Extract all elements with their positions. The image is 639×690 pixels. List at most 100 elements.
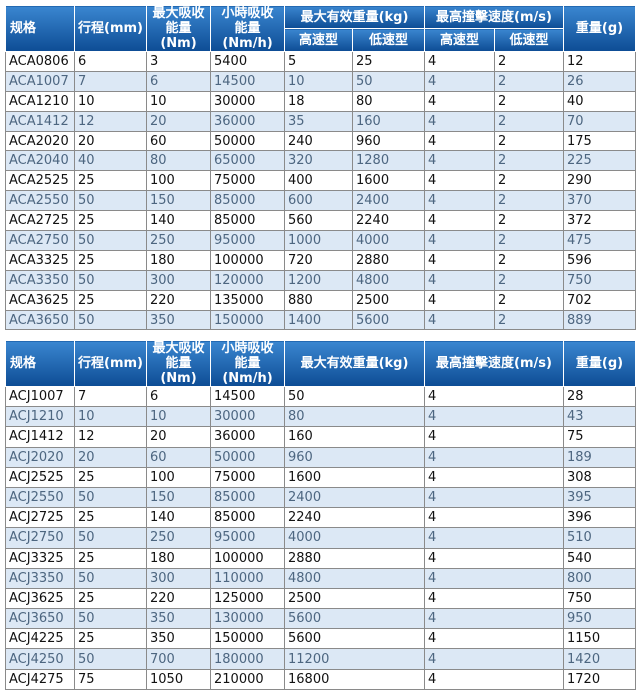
table-cell: 2500 bbox=[352, 289, 425, 311]
table-row: ACA0806 6 3 5400 5 25 4 2 12 bbox=[5, 51, 637, 72]
table: 规格 行程(mm) 最大吸收 能量(Nm) 小時吸收 能量(Nm/h) 最大有效重量(k… bbox=[5, 340, 636, 690]
table-cell: 1720 bbox=[563, 668, 636, 690]
table-cell: 880 bbox=[284, 289, 353, 311]
table-cell: 3 bbox=[146, 51, 211, 72]
table-cell: 50 bbox=[74, 269, 147, 291]
table-cell: 95000 bbox=[210, 230, 285, 251]
table-row: ACA1007 7 6 14500 10 50 4 2 26 bbox=[5, 70, 637, 92]
table-cell: 36000 bbox=[210, 110, 285, 132]
table-cell: 120000 bbox=[210, 269, 285, 291]
table-cell: 308 bbox=[563, 466, 636, 488]
table-cell: 150000 bbox=[210, 309, 285, 331]
table-cell: 4 bbox=[424, 587, 564, 610]
table-cell: 10 bbox=[284, 70, 353, 92]
table-cell: 1400 bbox=[284, 309, 353, 331]
table-cell: 85000 bbox=[210, 486, 285, 509]
table-cell: 560 bbox=[284, 210, 353, 232]
table-cell: 1280 bbox=[352, 150, 425, 172]
table-cell: 130000 bbox=[210, 608, 285, 630]
table-cell: 225 bbox=[563, 150, 637, 172]
table-cell: 5 bbox=[284, 51, 353, 72]
table-cell: ACA3625 bbox=[5, 289, 75, 311]
header-cell: 小時吸收 能量(Nm/h) bbox=[210, 5, 285, 52]
table-cell: 25 bbox=[74, 547, 147, 569]
table-cell: ACJ1210 bbox=[5, 406, 75, 428]
table-cell: 4 bbox=[424, 648, 564, 670]
table-body: ACA0806 6 3 5400 5 25 4 2 12 ACA1007 7 6 14500 10 50 4 2… bbox=[5, 51, 637, 331]
table-cell: 16800 bbox=[284, 668, 425, 690]
table-cell: 4 bbox=[424, 210, 495, 232]
table-cell: 40 bbox=[563, 90, 637, 112]
table-cell: ACA1210 bbox=[5, 90, 75, 112]
table-row: ACA2550 50 150 85000 600 2400 4 2 370 bbox=[5, 190, 637, 212]
table-cell: 4 bbox=[424, 170, 495, 192]
header-cell: 小時吸收 能量(Nm/h) bbox=[210, 340, 285, 387]
header-cell: 重量(g) bbox=[563, 340, 636, 387]
table-row: ACJ1412 12 20 36000 160 4 75 bbox=[5, 426, 636, 448]
table-cell: 4 bbox=[424, 249, 495, 271]
table-cell: ACA2550 bbox=[5, 190, 75, 212]
table-cell: 50000 bbox=[210, 130, 285, 152]
table-cell: ACJ4225 bbox=[5, 628, 75, 650]
table-cell: 4000 bbox=[352, 230, 425, 251]
table-cell: 50 bbox=[74, 608, 147, 630]
table-row: ACA3650 50 350 150000 1400 5600 4 2 889 bbox=[5, 309, 637, 331]
table-cell: 2 bbox=[493, 70, 565, 92]
table-cell: ACA0806 bbox=[5, 51, 75, 72]
table-cell: 4 bbox=[424, 608, 564, 630]
table-cell: 240 bbox=[284, 130, 353, 152]
table-row: ACJ2020 20 60 50000 960 4 189 bbox=[5, 446, 636, 468]
table-cell: 4 bbox=[424, 567, 564, 589]
table-cell: 2 bbox=[493, 269, 565, 291]
table-cell: 4 bbox=[424, 466, 564, 488]
table-cell: 30000 bbox=[210, 406, 285, 428]
table-cell: 4 bbox=[424, 527, 564, 549]
table-cell: 140 bbox=[146, 507, 211, 529]
table-row: ACA2525 25 100 75000 400 1600 4 2 290 bbox=[5, 170, 637, 192]
table-cell: 889 bbox=[563, 309, 637, 331]
table-cell: 2 bbox=[493, 210, 565, 232]
table-cell: 14500 bbox=[210, 385, 285, 408]
table-cell: 25 bbox=[74, 507, 147, 529]
table-row: ACJ1007 7 6 14500 50 4 28 bbox=[5, 385, 636, 408]
table-cell: 4 bbox=[424, 628, 564, 650]
header-cell: 重量(g) bbox=[563, 5, 637, 52]
table-cell: 220 bbox=[146, 289, 211, 311]
table-cell: 7 bbox=[74, 385, 147, 408]
table-cell: 4 bbox=[424, 446, 564, 468]
header-row: 规格 行程(mm) 最大吸收 能量(Nm) 小時吸收 能量(Nm/h) 最大有效重量(k… bbox=[5, 340, 636, 387]
table-cell: 25 bbox=[74, 249, 147, 271]
table-cell: 43 bbox=[563, 406, 636, 428]
table-cell: 4 bbox=[424, 190, 495, 212]
table-cell: 750 bbox=[563, 269, 637, 291]
table-cell: 11200 bbox=[284, 648, 425, 670]
table-cell: 2880 bbox=[284, 547, 425, 569]
header-cell: 规格 bbox=[5, 5, 75, 52]
table-cell: 10 bbox=[74, 90, 147, 112]
table-cell: 18 bbox=[284, 90, 353, 112]
table-cell: 26 bbox=[563, 70, 637, 92]
table-cell: 400 bbox=[284, 170, 353, 192]
table-cell: 4 bbox=[424, 426, 564, 448]
table-cell: 40 bbox=[74, 150, 147, 172]
table-cell: 10 bbox=[74, 406, 147, 428]
table-cell: 95000 bbox=[210, 527, 285, 549]
table-cell: 750 bbox=[563, 587, 636, 610]
table-row: ACA3325 25 180 100000 720 2880 4 2 596 bbox=[5, 249, 637, 271]
table-cell: 125000 bbox=[210, 587, 285, 610]
subheader-cell: 低速型 bbox=[352, 28, 425, 52]
table-cell: 10 bbox=[146, 406, 211, 428]
table-row: ACJ3650 50 350 130000 5600 4 950 bbox=[5, 608, 636, 630]
table-row: ACA3350 50 300 120000 1200 4800 4 2 750 bbox=[5, 269, 637, 291]
table-cell: 950 bbox=[563, 608, 636, 630]
table-row: ACA2750 50 250 95000 1000 4000 4 2 475 bbox=[5, 230, 637, 251]
table-cell: 300 bbox=[146, 567, 211, 589]
header-cell: 最大吸收 能量(Nm) bbox=[146, 340, 211, 387]
table-row: ACJ4275 75 1050 210000 16800 4 1720 bbox=[5, 668, 636, 690]
table-cell: 4 bbox=[424, 230, 495, 251]
table-cell: 6 bbox=[146, 385, 211, 408]
header-cell: 最大吸收 能量(Nm) bbox=[146, 5, 211, 52]
table-cell: 25 bbox=[74, 210, 147, 232]
table-cell: 100000 bbox=[210, 547, 285, 569]
table-cell: 702 bbox=[563, 289, 637, 311]
